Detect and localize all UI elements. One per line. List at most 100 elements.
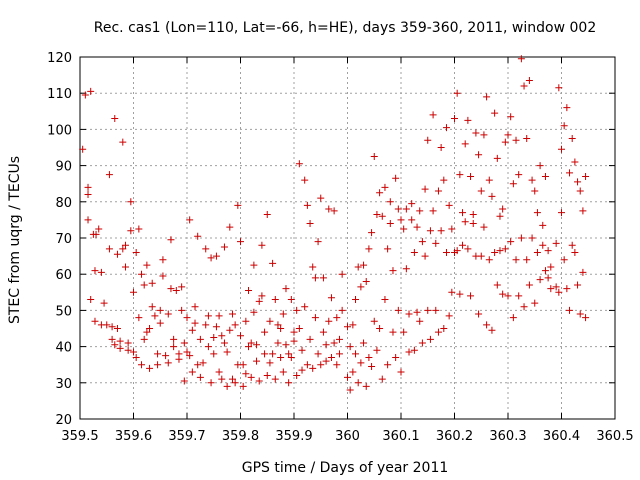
x-axis-label: GPS time / Days of year 2011	[242, 460, 449, 476]
data-point	[322, 357, 330, 365]
data-point	[349, 368, 357, 376]
data-point	[381, 296, 389, 304]
data-point	[138, 361, 146, 369]
grid	[80, 57, 615, 419]
data-point	[124, 339, 132, 347]
data-point	[237, 332, 244, 340]
data-point	[223, 348, 231, 356]
data-point	[92, 230, 100, 238]
data-point	[346, 343, 354, 351]
data-point	[228, 310, 236, 318]
data-point	[394, 306, 402, 314]
data-point	[196, 335, 204, 343]
data-point	[151, 312, 159, 320]
data-point	[159, 256, 167, 264]
data-point	[558, 145, 565, 153]
data-point	[212, 252, 220, 260]
data-point	[461, 218, 469, 226]
data-point	[469, 210, 477, 218]
data-point	[520, 82, 528, 90]
data-point	[306, 335, 314, 343]
chart-title: Rec. cas1 (Lon=110, Lat=-66, h=HE), days…	[94, 20, 596, 36]
data-point	[87, 296, 95, 304]
data-point	[352, 296, 360, 304]
data-point	[563, 104, 571, 112]
data-point	[194, 361, 202, 369]
data-point	[512, 136, 520, 144]
data-point	[274, 321, 282, 329]
data-point	[360, 261, 368, 269]
data-point	[298, 366, 306, 374]
data-point	[408, 216, 416, 224]
data-point	[237, 238, 244, 246]
data-point	[121, 241, 129, 249]
y-tick-label: 100	[47, 123, 72, 138]
data-point	[392, 353, 400, 361]
data-point	[202, 321, 210, 329]
data-point	[130, 288, 137, 296]
data-point	[410, 248, 418, 256]
data-point	[130, 348, 137, 356]
data-point	[143, 328, 151, 336]
data-point	[311, 314, 319, 322]
data-point	[295, 160, 303, 168]
y-tick-label: 70	[55, 232, 72, 247]
data-point	[397, 368, 405, 376]
data-point	[154, 361, 162, 369]
data-point	[263, 210, 271, 218]
y-tick-label: 120	[47, 51, 72, 66]
data-point	[327, 294, 335, 302]
data-point	[453, 89, 461, 97]
data-point	[215, 312, 223, 320]
x-tick-label: 359.9	[275, 429, 312, 444]
data-point	[156, 319, 164, 327]
data-point	[218, 332, 226, 340]
data-point	[477, 252, 485, 260]
data-point	[95, 225, 103, 233]
data-point	[515, 171, 523, 179]
data-point	[507, 238, 515, 246]
data-point	[226, 326, 234, 334]
x-tick-label: 359.5	[61, 429, 98, 444]
data-point	[480, 131, 488, 139]
data-point	[528, 176, 536, 184]
data-point	[282, 285, 290, 293]
y-tick-label: 30	[55, 377, 72, 392]
data-point	[499, 290, 507, 298]
data-point	[469, 220, 477, 228]
data-point	[146, 325, 154, 332]
data-point	[295, 325, 303, 332]
data-point	[186, 352, 194, 360]
data-point	[245, 286, 253, 294]
data-point	[376, 189, 384, 197]
data-point	[448, 288, 456, 296]
data-point	[509, 314, 517, 322]
data-point	[493, 154, 501, 162]
data-point	[255, 377, 263, 385]
data-point	[100, 299, 108, 307]
data-point	[335, 335, 343, 343]
data-point	[250, 261, 258, 269]
data-point	[456, 290, 464, 298]
data-point	[512, 256, 520, 264]
data-point	[475, 310, 483, 318]
data-point	[432, 306, 440, 314]
data-point	[434, 328, 442, 336]
data-point	[210, 350, 218, 358]
data-point	[544, 247, 552, 255]
data-point	[285, 350, 293, 358]
data-point	[523, 256, 531, 264]
data-point	[459, 209, 467, 217]
data-point	[539, 221, 547, 229]
x-tick-label: 359.6	[115, 429, 152, 444]
data-point	[164, 359, 172, 367]
data-point	[475, 151, 483, 159]
data-point	[279, 368, 287, 376]
x-tick-label: 360	[335, 429, 360, 444]
data-point	[250, 308, 258, 316]
data-point	[103, 321, 111, 329]
data-point	[488, 326, 496, 334]
data-point	[504, 292, 512, 300]
data-point	[212, 323, 220, 331]
data-point	[386, 220, 394, 228]
